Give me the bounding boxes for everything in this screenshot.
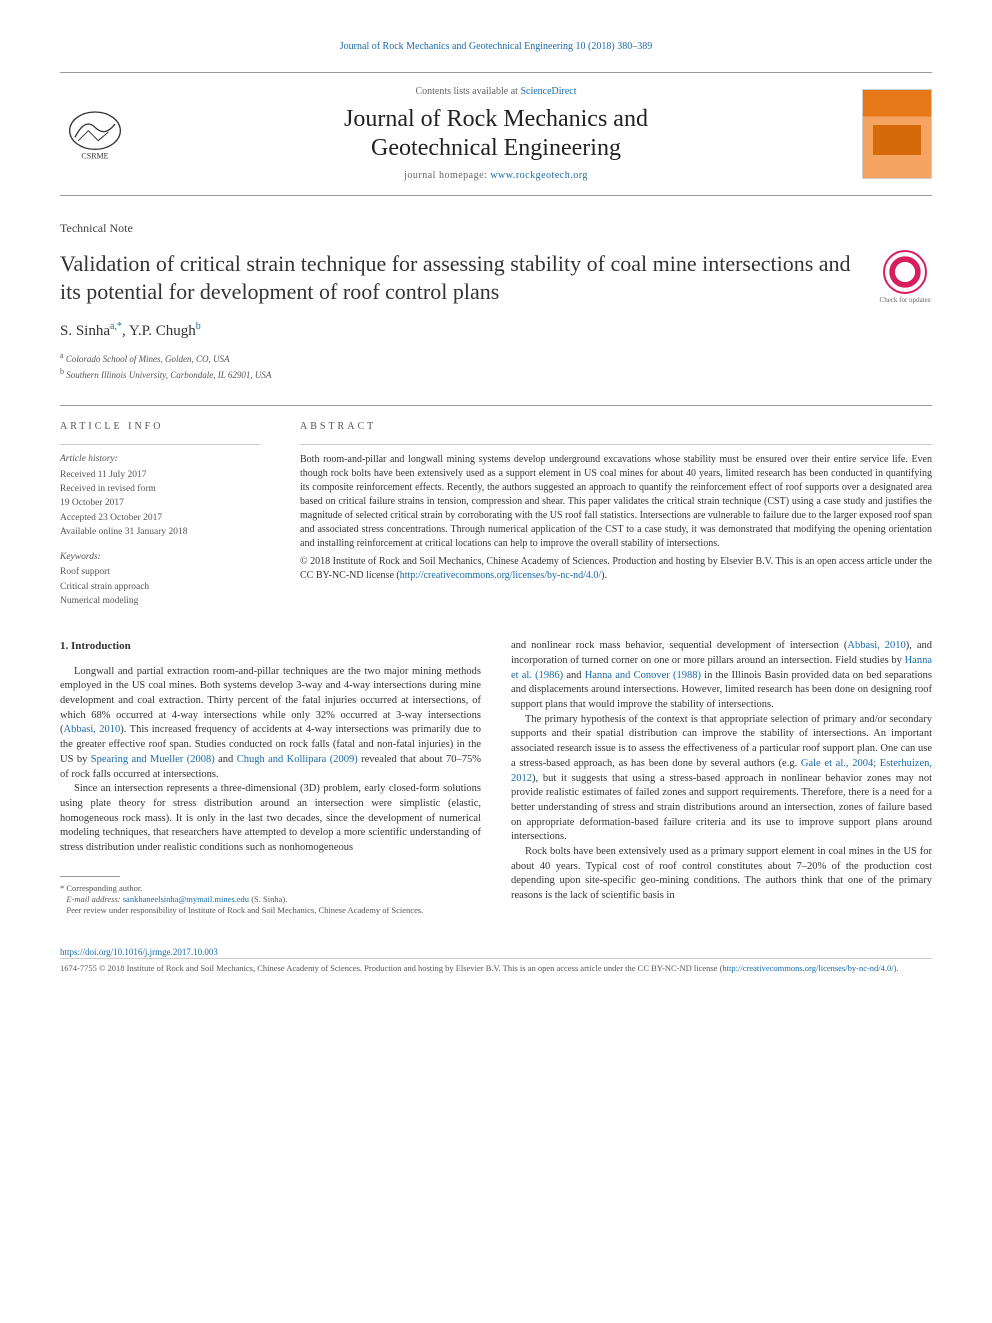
citation-link[interactable]: Abbasi, 2010 [64, 724, 121, 735]
article-title: Validation of critical strain technique … [60, 250, 858, 305]
citation-link[interactable]: Chugh and Kollipara (2009) [237, 754, 358, 765]
svg-text:CSRME: CSRME [81, 151, 108, 160]
check-updates-badge[interactable]: Check for updates [878, 250, 932, 306]
peer-review-note: Peer review under responsibility of Inst… [60, 905, 481, 916]
publisher-logo: CSRME [60, 104, 130, 164]
journal-title: Journal of Rock Mechanics and Geotechnic… [130, 105, 862, 163]
authors: S. Sinhaa,*, Y.P. Chughb [60, 320, 932, 342]
citation-link[interactable]: Abbasi, 2010 [847, 640, 905, 651]
doi-link[interactable]: https://doi.org/10.1016/j.jrmge.2017.10.… [60, 946, 932, 959]
affiliations: a Colorado School of Mines, Golden, CO, … [60, 350, 932, 381]
crossmark-icon [883, 250, 927, 294]
journal-header: CSRME Contents lists available at Scienc… [60, 72, 932, 196]
license-link[interactable]: http://creativecommons.org/licenses/by-n… [400, 570, 601, 581]
top-citation: Journal of Rock Mechanics and Geotechnic… [60, 40, 932, 54]
bottom-license: 1674-7755 © 2018 Institute of Rock and S… [60, 958, 932, 974]
citation-link[interactable]: Spearing and Mueller (2008) [91, 754, 215, 765]
column-right: and nonlinear rock mass behavior, sequen… [511, 639, 932, 915]
email-footnote: E-mail address: sankhaneelsinha@mymail.m… [60, 894, 481, 905]
abstract-panel: ABSTRACT Both room-and-pillar and longwa… [300, 420, 932, 609]
sciencedirect-link[interactable]: ScienceDirect [520, 86, 576, 97]
copyright-text: © 2018 Institute of Rock and Soil Mechan… [300, 555, 932, 583]
article-type: Technical Note [60, 220, 932, 237]
history-item: Received in revised form [60, 483, 260, 496]
article-info-panel: ARTICLE INFO Article history: Received 1… [60, 420, 260, 609]
corresponding-author-note: * Corresponding author. [60, 883, 481, 894]
keyword: Roof support [60, 566, 260, 579]
history-item: Available online 31 January 2018 [60, 526, 260, 539]
citation-link[interactable]: Hanna and Conover (1988) [585, 670, 701, 681]
history-label: Article history: [60, 453, 260, 466]
abstract-text: Both room-and-pillar and longwall mining… [300, 453, 932, 551]
license-link-bottom[interactable]: http://creativecommons.org/licenses/by-n… [722, 963, 893, 973]
history-item: Accepted 23 October 2017 [60, 512, 260, 525]
keyword: Critical strain approach [60, 581, 260, 594]
contents-available: Contents lists available at ScienceDirec… [130, 85, 862, 99]
journal-homepage: journal homepage: www.rockgeotech.org [130, 169, 862, 183]
column-left: 1. Introduction Longwall and partial ext… [60, 639, 481, 915]
keyword: Numerical modeling [60, 595, 260, 608]
journal-cover-thumb [862, 89, 932, 179]
footnote-separator [60, 876, 120, 877]
body-columns: 1. Introduction Longwall and partial ext… [60, 639, 932, 915]
article-info-heading: ARTICLE INFO [60, 420, 260, 434]
email-link[interactable]: sankhaneelsinha@mymail.mines.edu [123, 894, 249, 904]
keywords-label: Keywords: [60, 551, 260, 564]
history-item: Received 11 July 2017 [60, 469, 260, 482]
abstract-heading: ABSTRACT [300, 420, 932, 434]
history-item: 19 October 2017 [60, 497, 260, 510]
section-heading: 1. Introduction [60, 639, 481, 654]
homepage-link[interactable]: www.rockgeotech.org [490, 170, 588, 181]
